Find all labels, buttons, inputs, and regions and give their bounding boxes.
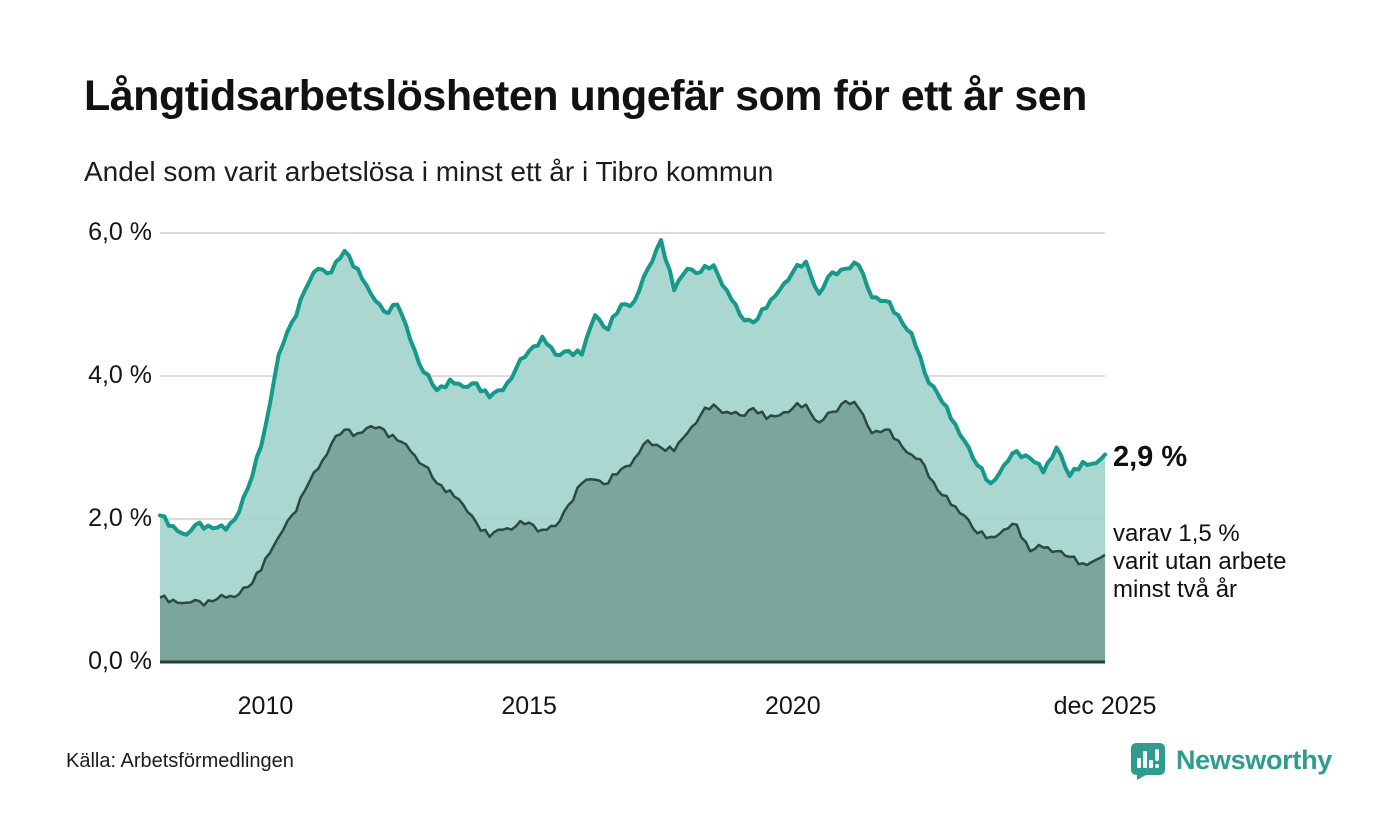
secondary-annotation: varav 1,5 % varit utan arbete minst två … bbox=[1113, 520, 1286, 604]
newsworthy-logo: Newsworthy bbox=[1127, 740, 1332, 780]
brand-wordmark: Newsworthy bbox=[1175, 744, 1332, 775]
y-tick-label: 4,0 % bbox=[88, 361, 152, 389]
annotation-line-1: varav 1,5 % bbox=[1113, 520, 1240, 547]
y-tick-label: 6,0 % bbox=[88, 218, 152, 246]
speech-bubble-chart-icon bbox=[1130, 743, 1165, 780]
annotation-line-2: varit utan arbete bbox=[1113, 548, 1287, 575]
y-tick-label: 2,0 % bbox=[88, 504, 152, 532]
source-note: Källa: Arbetsförmedlingen bbox=[66, 750, 294, 772]
x-tick-label: dec 2025 bbox=[1053, 692, 1157, 720]
page-title: Långtidsarbetslösheten ungefär som för e… bbox=[84, 72, 1087, 120]
annotation-line-3: minst två år bbox=[1113, 576, 1238, 603]
x-tick-label: 2010 bbox=[237, 692, 294, 720]
latest-value-label: 2,9 % bbox=[1113, 441, 1188, 473]
page-subtitle: Andel som varit arbetslösa i minst ett å… bbox=[84, 156, 774, 187]
x-tick-label: 2015 bbox=[501, 692, 557, 720]
x-tick-label: 2020 bbox=[765, 692, 821, 720]
y-tick-label: 0,0 % bbox=[88, 647, 152, 675]
